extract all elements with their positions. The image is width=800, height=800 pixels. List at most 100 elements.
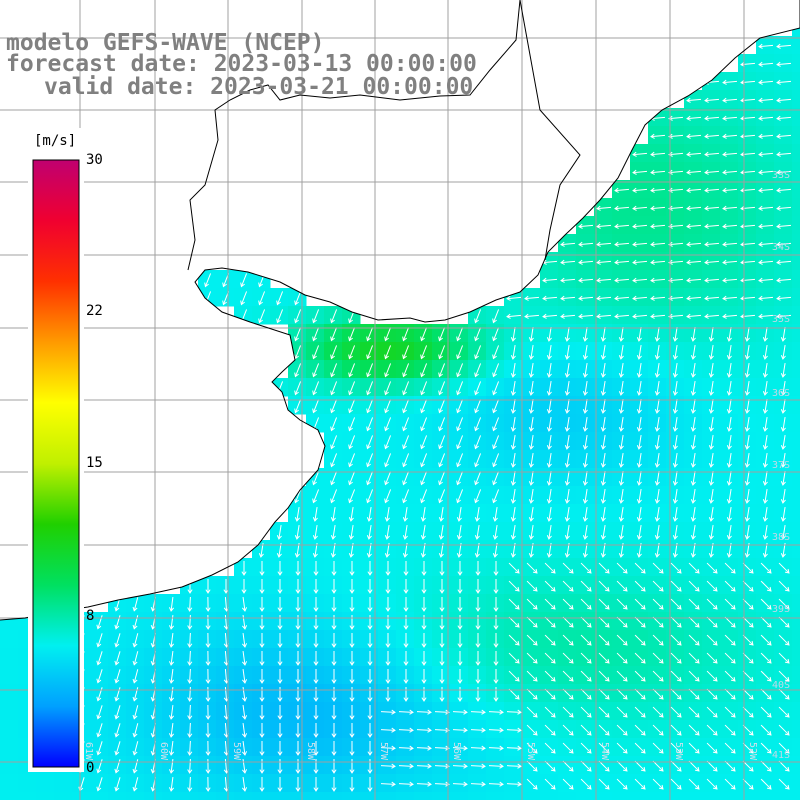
wind-arrow — [668, 259, 684, 265]
field-cell — [360, 792, 379, 800]
wind-arrow — [636, 363, 642, 378]
field-cell — [504, 756, 523, 775]
field-cell — [540, 450, 559, 469]
field-cell — [342, 738, 361, 757]
field-cell — [720, 288, 739, 307]
wind-arrow — [508, 670, 520, 682]
wind-arrow — [402, 507, 408, 522]
wind-arrow — [726, 399, 732, 414]
field-cell — [90, 648, 109, 667]
field-cell — [774, 396, 793, 415]
field-cell — [684, 288, 703, 307]
wind-arrow — [439, 669, 445, 684]
field-cell — [774, 126, 793, 145]
field-cell — [648, 198, 667, 217]
field-cell — [360, 630, 379, 649]
wind-arrow — [294, 363, 302, 378]
field-cell — [630, 486, 649, 505]
wind-arrow — [510, 435, 516, 450]
field-cell — [702, 252, 721, 271]
wind-arrow — [187, 758, 193, 774]
field-cell — [126, 666, 145, 685]
field-cell — [414, 396, 433, 415]
field-cell — [468, 324, 487, 343]
field-cell — [324, 306, 343, 325]
field-cell — [18, 774, 37, 793]
field-cell — [414, 684, 433, 703]
wind-arrow — [421, 651, 427, 666]
field-cell — [360, 486, 379, 505]
field-cell — [486, 414, 505, 433]
field-cell — [108, 630, 127, 649]
field-cell — [450, 486, 469, 505]
wind-arrow — [672, 399, 678, 414]
field-cell — [324, 756, 343, 775]
field-cell — [792, 54, 800, 73]
field-cell — [774, 270, 793, 289]
field-cell — [684, 342, 703, 361]
field-cell — [666, 324, 685, 343]
field-cell — [468, 720, 487, 739]
wind-arrow — [452, 709, 468, 715]
wind-arrow — [598, 634, 610, 646]
field-cell — [612, 198, 631, 217]
field-cell — [414, 486, 433, 505]
wind-arrow — [778, 634, 790, 646]
wind-arrow — [277, 597, 283, 612]
field-cell — [360, 522, 379, 541]
wind-arrow — [562, 652, 574, 664]
field-cell — [324, 774, 343, 793]
field-cell — [792, 432, 800, 451]
field-cell — [36, 774, 55, 793]
field-cell — [486, 360, 505, 379]
field-cell — [396, 468, 415, 487]
field-cell — [270, 648, 289, 667]
wind-arrow — [313, 579, 319, 594]
field-cell — [414, 630, 433, 649]
field-cell — [396, 558, 415, 577]
field-cell — [720, 432, 739, 451]
wind-arrow — [456, 363, 464, 378]
wind-arrow — [132, 669, 139, 684]
wind-arrow — [544, 562, 556, 574]
wind-arrow — [349, 759, 355, 774]
field-cell — [360, 396, 379, 415]
field-cell — [198, 630, 217, 649]
field-cell — [774, 108, 793, 127]
field-cell — [396, 612, 415, 631]
wind-arrow — [96, 669, 103, 684]
wind-arrow — [385, 597, 391, 612]
wind-arrow — [758, 133, 774, 139]
field-cell — [738, 414, 757, 433]
field-cell — [270, 630, 289, 649]
field-cell — [540, 468, 559, 487]
wind-arrow — [331, 669, 337, 684]
field-cell — [0, 648, 19, 667]
field-cell — [504, 414, 523, 433]
wind-arrow — [295, 597, 301, 612]
field-cell — [486, 504, 505, 523]
field-cell — [720, 792, 739, 800]
field-cell — [432, 756, 451, 775]
field-cell — [540, 792, 559, 800]
field-cell — [756, 342, 775, 361]
field-cell — [342, 342, 361, 361]
field-cell — [594, 792, 613, 800]
wind-arrow — [560, 277, 576, 283]
wind-arrow — [688, 634, 700, 646]
field-cell — [738, 126, 757, 145]
field-cell — [432, 378, 451, 397]
field-cell — [162, 720, 181, 739]
field-cell — [306, 720, 325, 739]
wind-arrow — [488, 763, 504, 769]
wind-arrow — [380, 709, 396, 715]
wind-arrow — [508, 688, 520, 700]
wind-arrow — [528, 327, 534, 342]
field-cell — [180, 612, 199, 631]
wind-arrow — [493, 669, 499, 684]
field-cell — [324, 378, 343, 397]
field-cell — [792, 792, 800, 800]
field-cell — [486, 648, 505, 667]
field-cell — [576, 396, 595, 415]
